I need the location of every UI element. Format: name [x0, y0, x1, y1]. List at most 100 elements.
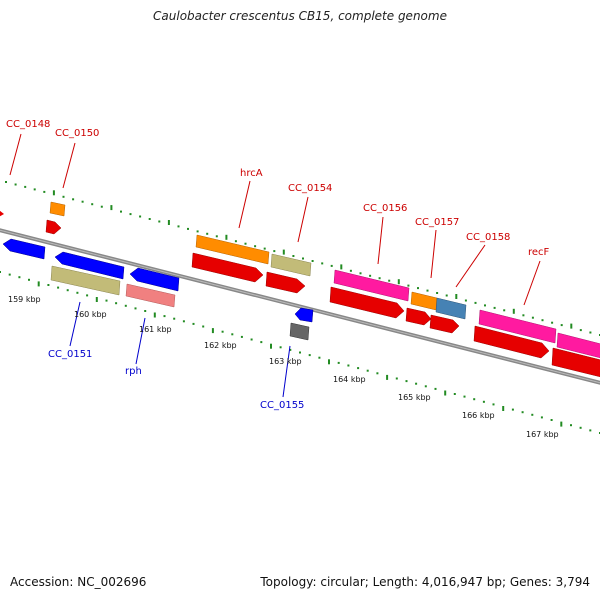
tick-mark-minor — [473, 398, 476, 401]
tick-mark-minor — [8, 273, 11, 276]
tick-mark-minor — [206, 232, 209, 235]
tick-mark-minor — [250, 338, 253, 341]
tick-mark-major — [444, 390, 447, 396]
tick-mark-minor — [589, 429, 592, 432]
tick-mark-minor — [187, 227, 189, 230]
tick-mark-minor — [115, 302, 118, 305]
feature-rev-blue-3 — [129, 267, 180, 292]
tick-mark-minor — [177, 225, 180, 228]
tick-mark-major — [95, 297, 98, 302]
tick-mark-minor — [521, 411, 524, 414]
inner-tick-ring — [0, 271, 600, 434]
tick-mark-minor — [221, 330, 224, 333]
feature-next-magenta — [556, 332, 600, 359]
feature-recf — [478, 309, 557, 344]
label-rph: rph — [125, 366, 142, 377]
tick-mark-minor — [279, 346, 282, 349]
tick-label-167: 167 kbp — [526, 430, 559, 439]
feature-rev-blue-1 — [2, 238, 46, 260]
forward-strand-features — [0, 201, 600, 378]
tick-label-160: 160 kbp — [74, 310, 107, 319]
tick-mark-minor — [28, 278, 30, 281]
feature-cc0158-inner — [429, 314, 460, 334]
label-cc0148: CC_0148 — [6, 119, 50, 130]
tick-mark-major — [502, 406, 505, 411]
tick-mark-minor — [337, 361, 340, 364]
tick-mark-minor — [86, 294, 89, 297]
tick-mark-minor — [43, 190, 46, 193]
tick-mark-minor — [550, 419, 553, 421]
tick-mark-minor — [0, 271, 1, 273]
accession-text: Accession: NC_002696 — [10, 575, 147, 589]
tick-mark-minor — [148, 218, 151, 220]
tick-mark-minor — [579, 426, 582, 429]
tick-mark-minor — [240, 335, 243, 338]
feature-cc0156 — [333, 269, 410, 302]
tick-mark-minor — [359, 272, 362, 275]
tick-mark-major — [110, 205, 113, 211]
tick-mark-minor — [273, 250, 276, 253]
outer-tick-ring — [5, 181, 600, 336]
feature-cc0151 — [50, 265, 121, 296]
feature-cc0148 — [0, 210, 4, 217]
gene-labels: CC_0148 CC_0150 hrcA CC_0154 CC_0156 CC_… — [6, 119, 550, 411]
feature-cc0158 — [435, 297, 467, 320]
tick-mark-minor — [589, 331, 592, 334]
tick-mark-minor — [308, 354, 311, 357]
tick-mark-minor — [100, 205, 103, 208]
tick-mark-minor — [493, 306, 496, 309]
tick-mark-minor — [18, 276, 21, 279]
tick-mark-minor — [453, 393, 456, 395]
tick-mark-minor — [522, 314, 525, 317]
label-recf: recF — [528, 247, 550, 258]
tick-mark-minor — [474, 301, 477, 304]
tick-mark-minor — [311, 260, 314, 262]
tick-mark-minor — [234, 240, 237, 243]
tick-mark-major — [225, 234, 228, 240]
tick-mark-major — [328, 359, 330, 365]
tick-mark-minor — [511, 408, 514, 411]
tick-mark-minor — [124, 304, 127, 307]
tick-mark-minor — [289, 348, 292, 351]
tick-mark-minor — [560, 324, 563, 327]
tick-mark-minor — [263, 247, 266, 250]
tick-mark-minor — [551, 321, 554, 324]
tick-mark-minor — [81, 200, 84, 203]
tick-mark-minor — [5, 181, 7, 183]
tick-mark-major — [211, 328, 214, 334]
tick-mark-minor — [318, 356, 321, 359]
tick-mark-minor — [424, 385, 427, 388]
tick-mark-minor — [163, 315, 166, 318]
tick-label-166: 166 kbp — [462, 411, 495, 420]
tick-mark-minor — [417, 287, 419, 290]
tick-mark-minor — [347, 364, 350, 367]
tick-mark-minor — [415, 382, 418, 385]
tick-mark-minor — [105, 299, 108, 302]
tick-mark-minor — [120, 210, 122, 213]
tick-mark-minor — [388, 279, 391, 282]
feature-cc0150-inner — [45, 219, 62, 235]
feature-recf-inner — [473, 325, 550, 359]
tick-mark-major — [570, 323, 573, 329]
tick-mark-major — [37, 281, 40, 287]
tick-mark-minor — [215, 235, 218, 238]
tick-mark-minor — [302, 257, 304, 260]
tick-mark-minor — [464, 299, 467, 302]
tick-mark-minor — [369, 274, 372, 277]
tick-mark-minor — [192, 322, 195, 325]
tick-mark-minor — [24, 185, 27, 188]
label-hrca: hrcA — [240, 168, 263, 179]
tick-mark-major — [512, 308, 515, 314]
tick-mark-major — [560, 421, 563, 427]
feature-hrca — [195, 234, 270, 265]
tick-mark-minor — [299, 351, 301, 354]
label-cc0156: CC_0156 — [363, 203, 407, 214]
tick-mark-minor — [72, 198, 75, 201]
tick-mark-minor — [57, 286, 60, 289]
tick-mark-minor — [395, 377, 398, 380]
page-title: Caulobacter crescentus CB15, complete ge… — [153, 9, 447, 23]
tick-mark-minor — [33, 188, 36, 191]
feature-hrca-inner — [191, 252, 264, 283]
feature-cc0157-inner — [405, 307, 432, 326]
